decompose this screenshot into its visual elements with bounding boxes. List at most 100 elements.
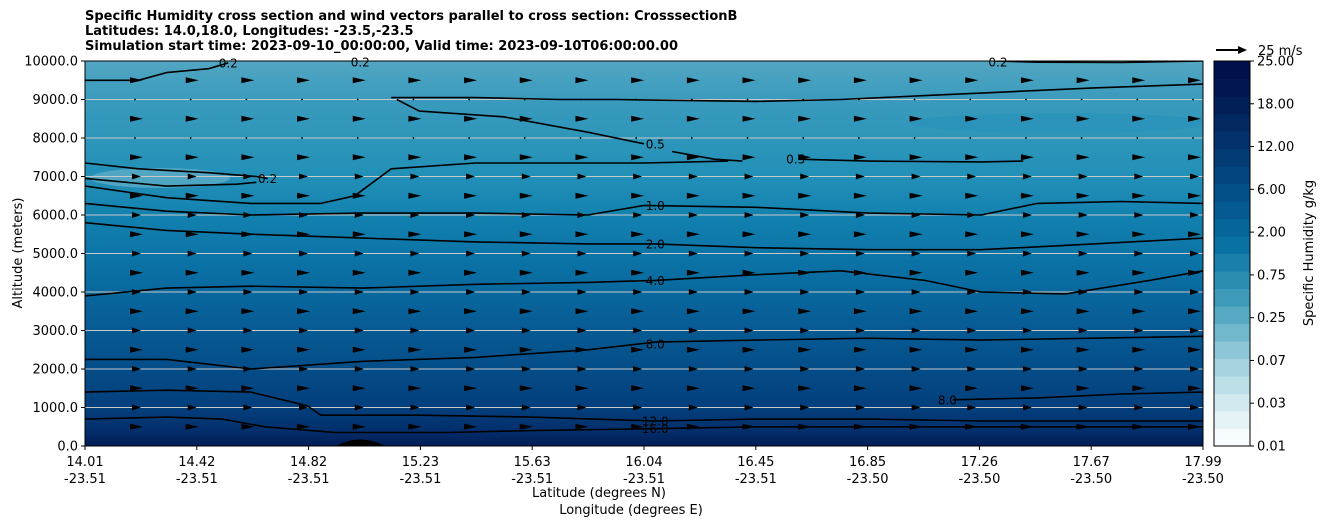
wind-vector [631,269,645,276]
wind-vector [1076,269,1090,276]
wind-vector [297,346,311,353]
wind-vector [631,385,645,392]
wind-vector [187,366,197,372]
wind-vectors [130,77,1201,430]
wind-vector [297,77,311,84]
wind-vector [1190,173,1199,180]
wind-vector [241,346,255,353]
colorbar-segment [1214,183,1250,202]
colorbar-tick-label: 18.00 [1257,97,1294,112]
wind-vector [185,77,199,84]
wind-vector [297,192,311,199]
wind-vector [744,250,754,257]
wind-vector [1132,346,1146,353]
grid-lines [85,99,1203,408]
wind-vector [577,404,587,411]
colorbar-segment [1214,61,1250,80]
wind-vector [1020,308,1034,315]
wind-vector [1190,250,1199,257]
wind-vector [354,173,364,180]
wind-vector [631,77,645,84]
contour-lines [85,61,1203,434]
wind-vector [132,366,141,372]
wind-vector [185,385,199,392]
wind-vector [742,154,756,161]
wind-vector [241,115,255,122]
wind-vector [521,404,531,411]
wind-vector [686,231,700,238]
wind-vector [909,346,923,353]
wind-vector [633,289,643,295]
wind-vector [633,327,643,334]
wind-vector [299,173,309,180]
colorbar-segment [1214,201,1250,220]
y-tick-label: 1000.0 [33,401,79,416]
wind-vector [911,404,921,411]
colorbar-segment [1214,323,1250,342]
wind-vector [631,154,645,161]
wind-vector [744,404,754,411]
wind-vector [911,289,921,295]
wind-vector [1134,173,1144,180]
wind-vector [189,137,192,139]
colorbar-tick-label: 0.03 [1257,397,1286,412]
wind-vector [241,423,255,430]
wind-vector [802,137,805,139]
wind-vector [631,231,645,238]
wind-vector [967,173,977,180]
contour-line-0-2 [85,177,257,187]
wind-vector [241,308,255,315]
wind-vector [352,77,366,84]
colorbar-frame [1213,60,1251,447]
wind-vector [408,154,422,161]
wind-vector [356,137,359,139]
wind-vector [746,137,749,139]
colorbar-segment [1214,288,1250,307]
wind-vector [521,250,531,257]
wind-vector [1134,250,1144,257]
contour-label: 0.5 [646,137,665,151]
wind-vector [132,212,141,218]
wind-vector [742,385,756,392]
wind-vector [187,212,197,218]
wind-vector [1134,327,1144,334]
wind-vector [1025,137,1027,139]
chart-title: Specific Humidity cross section and wind… [85,9,737,54]
contour-line-4-0 [85,270,1203,297]
wind-vector [1022,366,1032,372]
wind-vector [352,269,366,276]
wind-vector [1080,137,1083,139]
wind-vector [969,98,972,101]
wind-vector [243,289,253,295]
colorbar-tick-label: 0.75 [1257,268,1286,283]
wind-vector [577,250,587,257]
wind-vector [965,231,979,238]
colorbar-segment [1214,271,1250,290]
wind-vector [967,366,977,372]
wind-vector [1134,366,1144,372]
wind-vector [633,250,643,257]
wind-vector [130,308,143,315]
x-tick-label-lat: 17.26 [961,455,998,470]
wind-vector [800,366,810,372]
wind-vector [965,385,979,392]
wind-vector [1188,115,1201,122]
y-tick-label: 0.0 [57,440,78,455]
wind-vector [1020,269,1034,276]
wind-vector [965,192,979,199]
contour-line-12-0 [85,389,1203,422]
wind-vector [969,137,972,139]
wind-vector [408,308,422,315]
wind-vector [686,115,700,122]
wind-vector [464,77,478,84]
wind-vector [1076,154,1090,161]
colorbar-segment [1214,236,1250,255]
wind-vector [519,231,533,238]
wind-vector [855,250,865,257]
wind-vector [185,231,199,238]
wind-vector [688,327,698,334]
colorbar-segment [1214,253,1250,272]
wind-vector [635,137,638,139]
wind-vector [853,115,867,122]
wind-vector [686,346,700,353]
